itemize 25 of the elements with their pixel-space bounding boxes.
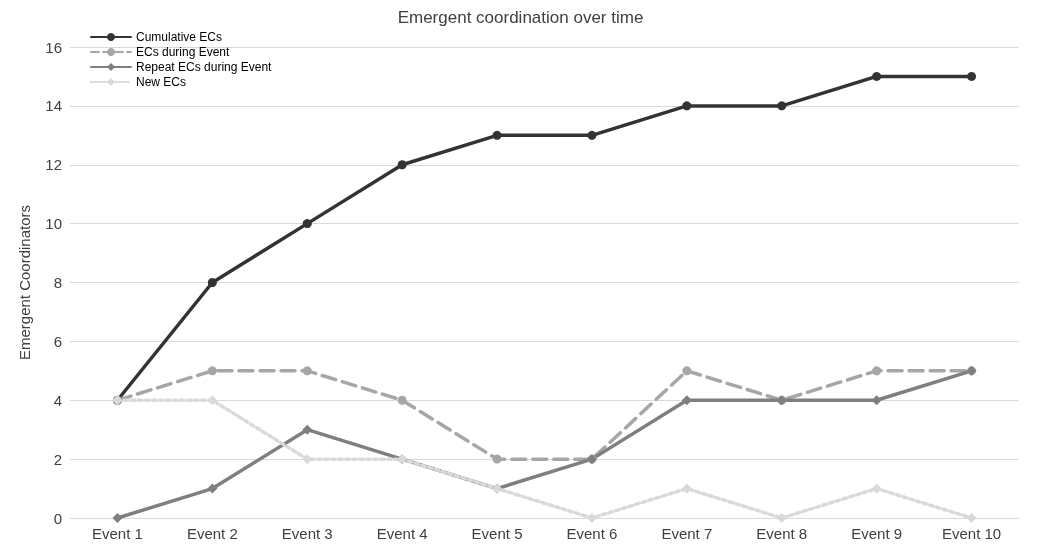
x-tick-label: Event 1 (92, 525, 143, 542)
y-tick-label: 0 (53, 509, 62, 527)
chart-title: Emergent coordination over time (397, 8, 644, 27)
y-tick-label: 16 (45, 38, 62, 56)
x-tick-label: Event 9 (851, 525, 903, 542)
y-tick-label: 14 (45, 97, 62, 115)
y-tick-label: 6 (53, 332, 62, 350)
legend-label: Cumulative ECs (136, 30, 223, 44)
x-tick-label: Event 4 (376, 525, 428, 542)
x-tick-label: Event 2 (186, 525, 238, 542)
x-tick-label: Event 5 (471, 525, 523, 542)
x-tick-label: Event 10 (941, 525, 1002, 542)
x-tick-label: Event 8 (756, 525, 808, 542)
x-tick-label: Event 6 (566, 525, 618, 542)
legend-label: New ECs (136, 75, 187, 89)
y-tick-label: 4 (53, 391, 62, 409)
x-tick-label: Event 3 (281, 525, 333, 542)
y-tick-label: 8 (53, 274, 62, 291)
y-tick-label: 10 (45, 215, 62, 233)
legend-label: ECs during Event (136, 45, 231, 59)
y-axis-title: Emergent Coordinators (16, 204, 33, 361)
y-tick-label: 12 (45, 156, 62, 174)
legend-label: Repeat ECs during Event (136, 60, 273, 74)
y-tick-label: 2 (53, 450, 62, 468)
x-tick-label: Event 7 (661, 525, 713, 542)
